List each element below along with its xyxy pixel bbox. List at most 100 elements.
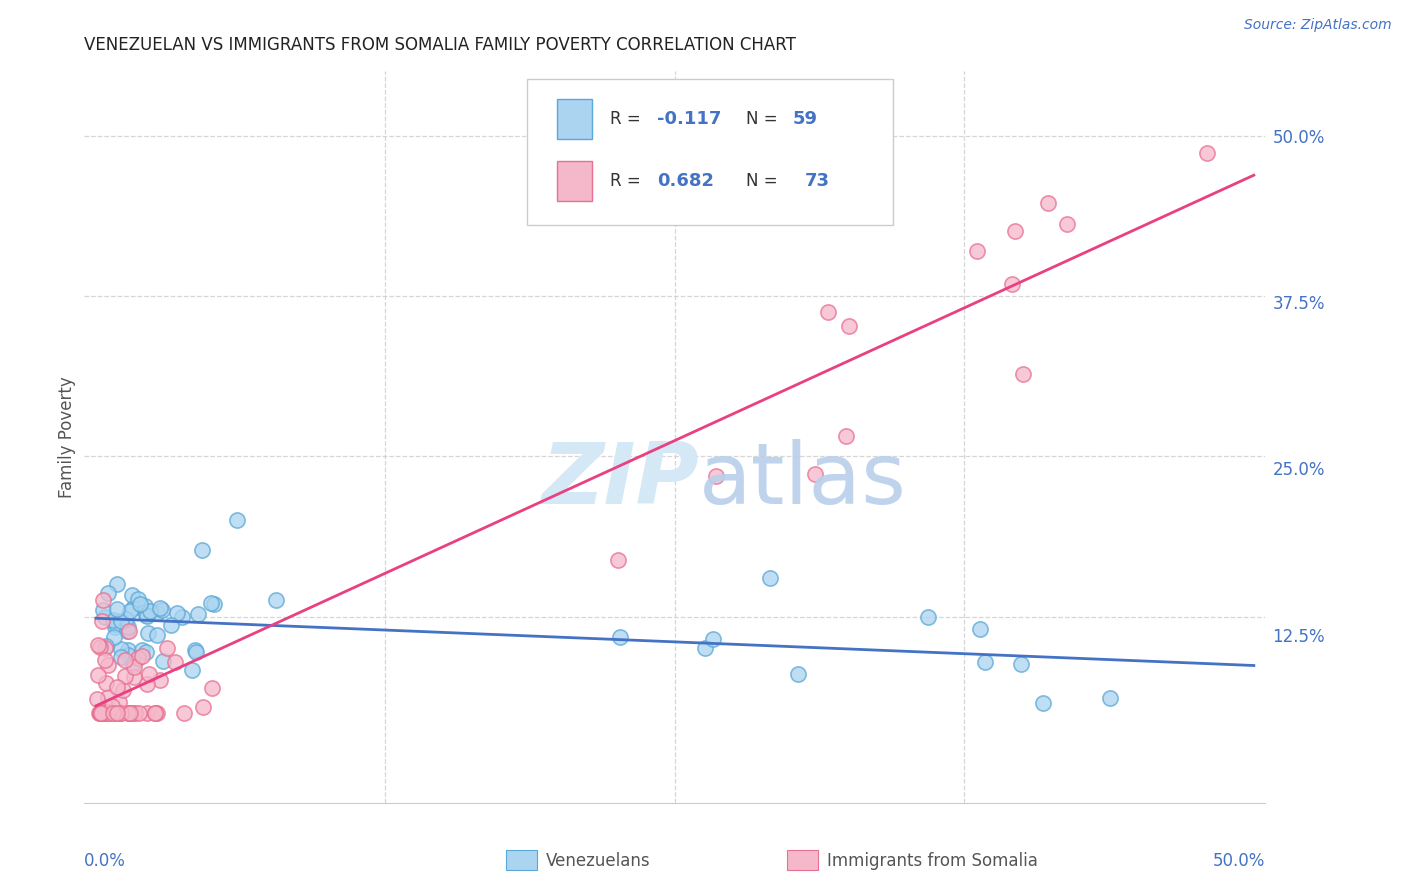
Text: -0.117: -0.117 [657,110,721,128]
Point [118,706,141,720]
Point [135,706,157,720]
Point [145,706,167,720]
Point [201,681,224,695]
Point [122,670,145,684]
Point [226,514,249,528]
Point [969,623,991,637]
Text: VENEZUELAN VS IMMIGRANTS FROM SOMALIA FAMILY POVERTY CORRELATION CHART: VENEZUELAN VS IMMIGRANTS FROM SOMALIA FA… [84,36,796,54]
Point [107,706,129,720]
Point [110,641,132,656]
Point [143,706,166,720]
Point [96,706,118,720]
Point [101,706,124,720]
Point [128,597,150,611]
Text: Venezuelans: Venezuelans [546,852,650,870]
Point [94,653,117,667]
Point [91,593,114,607]
Point [135,645,157,659]
Point [110,706,132,720]
Point [91,706,114,720]
Point [118,604,141,618]
Point [122,600,145,615]
Point [1195,145,1218,160]
Point [117,706,139,720]
Point [112,682,135,697]
Point [117,648,139,663]
Point [94,640,117,654]
FancyBboxPatch shape [527,78,893,225]
Point [187,607,209,621]
Point [120,706,142,720]
Point [706,469,728,483]
Point [702,632,724,646]
Point [136,677,159,691]
Point [97,690,120,705]
Point [89,706,111,720]
Point [1056,218,1078,232]
Point [131,648,153,663]
Y-axis label: Family Poverty: Family Poverty [58,376,76,498]
Point [90,705,112,719]
Point [134,599,156,613]
Text: 12.5%: 12.5% [1272,628,1324,646]
Point [607,553,630,567]
Text: Source: ZipAtlas.com: Source: ZipAtlas.com [1244,18,1392,32]
Point [150,603,173,617]
Point [136,608,159,623]
Point [110,706,132,720]
Point [122,660,145,674]
Text: 0.682: 0.682 [657,172,714,190]
Point [838,319,860,334]
Point [609,630,631,644]
Text: Immigrants from Somalia: Immigrants from Somalia [827,852,1038,870]
Point [121,588,143,602]
Text: 50.0%: 50.0% [1272,128,1324,147]
Point [90,706,112,720]
Point [90,706,112,720]
Point [1010,657,1032,671]
Point [121,657,143,672]
Point [89,706,111,720]
Point [114,653,136,667]
Point [135,607,157,622]
Point [86,692,108,706]
Point [149,673,172,687]
Text: 50.0%: 50.0% [1213,852,1265,870]
Point [1004,224,1026,238]
Point [93,706,115,720]
Point [181,663,204,677]
Text: 25.0%: 25.0% [1272,461,1324,479]
Point [1000,277,1022,292]
Text: atlas: atlas [699,440,907,523]
Point [117,620,139,634]
Point [105,680,128,694]
Point [104,620,127,634]
Point [974,655,997,669]
Text: ZIP: ZIP [541,440,699,523]
Point [114,669,136,683]
Point [139,604,162,618]
Point [87,667,110,681]
Text: N =: N = [745,110,783,128]
Text: R =: R = [610,172,645,190]
Point [103,706,125,720]
Point [693,640,716,655]
Point [186,645,208,659]
Point [105,577,128,591]
Point [149,600,172,615]
Point [136,626,159,640]
Point [786,667,808,681]
Point [114,612,136,626]
Point [121,706,143,720]
Point [117,643,139,657]
Point [97,585,120,599]
Point [202,597,225,611]
Point [191,699,214,714]
Point [97,706,120,720]
Point [966,244,988,259]
FancyBboxPatch shape [557,161,592,202]
Point [146,606,169,620]
Point [138,667,160,681]
Point [110,650,132,665]
Point [1032,696,1054,710]
